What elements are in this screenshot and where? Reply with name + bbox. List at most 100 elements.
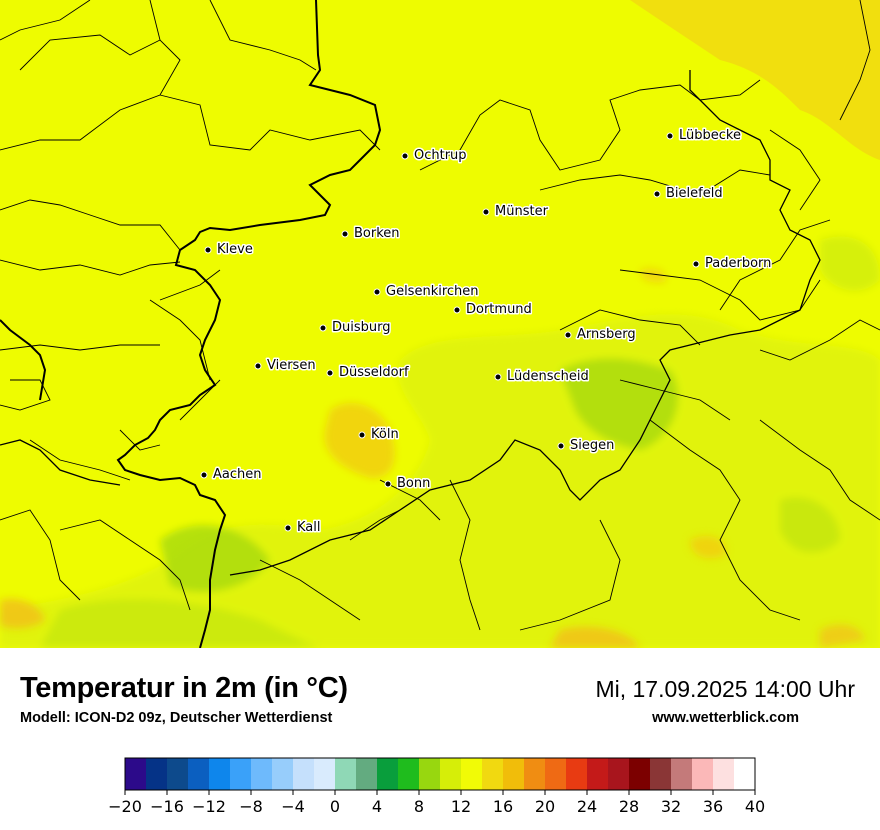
city-dot [653,190,661,198]
map-footer: Temperatur in 2m (in °C) Modell: ICON-D2… [0,648,880,830]
city-label: Dortmund [466,302,532,317]
legend-frame [124,757,756,791]
legend-swatch [503,758,525,790]
city-label: Düsseldorf [339,365,409,380]
legend-swatch [482,758,504,790]
city-dot [557,442,565,450]
legend-swatch [524,758,546,790]
city-dot [564,331,572,339]
city-dot [204,246,212,254]
legend-swatch [419,758,441,790]
temperature-map: Lübbecke Ochtrup Bielefeld Münster Borken Kle… [0,0,880,648]
legend-swatch [713,758,735,790]
legend-swatch [167,758,189,790]
legend-swatch [335,758,357,790]
legend-swatch [356,758,378,790]
legend-tick-label: −16 [150,797,184,816]
state-borders [0,0,382,648]
map-canvas: Lübbecke Ochtrup Bielefeld Münster Borken Kle… [0,0,880,648]
city-label: Kall [297,520,321,535]
legend-tick-label: 24 [577,797,597,816]
city-dot [200,471,208,479]
legend-tick-label: 36 [703,797,723,816]
legend-swatch [671,758,693,790]
district-boundaries [0,0,880,631]
city-label: Bonn [397,476,430,491]
city-dot [666,132,674,140]
city-label: Gelsenkirchen [386,284,479,299]
city-dot [692,260,700,268]
legend-tick-label: 16 [493,797,513,816]
city-dot [358,431,366,439]
legend-ticks: −20 −16 −12 −8 −4 0 4 8 12 16 20 24 28 32 36 40 [108,790,765,816]
city-label: Aachen [213,467,261,482]
legend-swatch [629,758,651,790]
legend-tick-label: 4 [372,797,382,816]
legend-color-bar [124,757,756,791]
legend-swatch [125,758,147,790]
legend-tick-label: 32 [661,797,681,816]
legend-swatch [398,758,420,790]
legend-swatch [587,758,609,790]
city-dot [401,152,409,160]
legend-tick-label: −12 [192,797,226,816]
legend-swatch [461,758,483,790]
legend-swatch [566,758,588,790]
city-dot [284,524,292,532]
city-label: Viersen [267,358,316,373]
map-title: Temperatur in 2m (in °C) [20,672,348,704]
state-border-se [0,70,821,576]
website-link[interactable]: www.wetterblick.com [652,710,799,726]
legend-swatch [251,758,273,790]
city-label: Kleve [217,242,253,257]
city-label: Lübbecke [679,128,741,143]
legend-swatch [293,758,315,790]
city-label: Ochtrup [414,148,467,163]
legend-swatch [377,758,399,790]
color-legend: −20 −16 −12 −8 −4 0 4 8 12 16 20 24 28 32 36 40 [108,757,765,816]
city-label: Lüdenscheid [507,369,589,384]
legend-swatch [209,758,231,790]
legend-tick-label: 40 [745,797,765,816]
warm-zone-ne [630,0,880,160]
city-dot [384,480,392,488]
city-label: Bielefeld [666,186,723,201]
city-label: Köln [371,427,399,442]
legend-swatch [608,758,630,790]
city-dot [453,306,461,314]
forecast-datetime: Mi, 17.09.2025 14:00 Uhr [595,676,855,702]
legend-swatch [146,758,168,790]
legend-tick-label: −20 [108,797,142,816]
legend-swatch [272,758,294,790]
city-dot [373,288,381,296]
city-dot [341,230,349,238]
legend-swatch [734,758,756,790]
legend-tick-label: −4 [281,797,305,816]
legend-tick-label: −8 [239,797,263,816]
city-label: Siegen [570,438,614,453]
warm-spots [0,268,865,648]
legend-swatch [650,758,672,790]
legend-swatch [188,758,210,790]
city-label: Borken [354,226,400,241]
city-dot [319,324,327,332]
legend-tick-label: 8 [414,797,424,816]
city-label: Arnsberg [577,327,636,342]
model-source: Modell: ICON-D2 09z, Deutscher Wetterdie… [20,710,333,726]
legend-tick-label: 12 [451,797,471,816]
legend-swatch [314,758,336,790]
city-label: Paderborn [705,256,771,271]
cool-zones [0,236,880,648]
legend-swatch [440,758,462,790]
city-markers: Lübbecke Ochtrup Bielefeld Münster Borken Kle… [200,127,773,537]
city-dot [494,373,502,381]
legend-swatch [545,758,567,790]
legend-tick-label: 28 [619,797,639,816]
legend-tick-label: 20 [535,797,555,816]
city-label: Münster [495,204,549,219]
city-dot [482,208,490,216]
city-dot [254,362,262,370]
legend-swatch [692,758,714,790]
legend-swatch [230,758,252,790]
city-label: Duisburg [332,320,391,335]
